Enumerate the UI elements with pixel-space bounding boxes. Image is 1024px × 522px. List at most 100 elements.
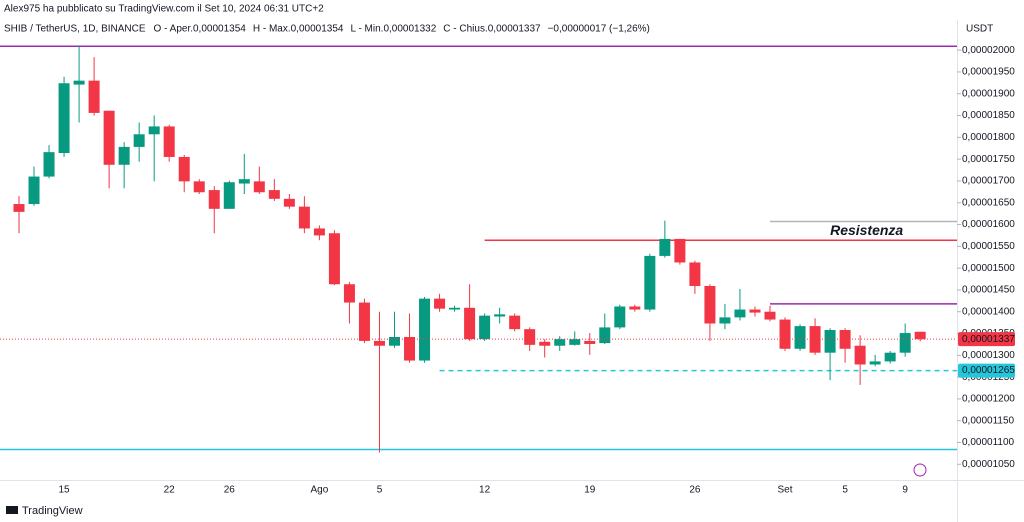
ohlc-value: 0,00001337 — [488, 24, 541, 35]
y-tick-label: 0,00001950 — [962, 67, 1015, 78]
body — [779, 319, 791, 349]
candle — [554, 336, 566, 351]
body — [509, 315, 521, 330]
currency: USDT — [966, 24, 993, 35]
candle — [434, 293, 446, 312]
x-tick-label: 15 — [58, 485, 70, 496]
ohlc-value: 0,00001354 — [193, 24, 246, 35]
body — [373, 340, 385, 346]
body — [223, 182, 235, 209]
body — [479, 315, 491, 340]
candle — [419, 296, 431, 363]
x-tick-label: 22 — [164, 485, 176, 496]
candle — [899, 323, 911, 357]
candle — [674, 238, 686, 265]
candle — [328, 230, 340, 286]
candle — [644, 253, 656, 312]
candle — [779, 317, 791, 351]
body — [358, 302, 370, 341]
body — [629, 306, 641, 310]
body — [118, 146, 130, 165]
candle — [28, 166, 40, 206]
symbol: SHIB / TetherUS, 1D, BINANCE — [4, 24, 146, 35]
body — [434, 298, 446, 309]
flash-icon[interactable] — [913, 463, 927, 477]
body — [839, 330, 851, 349]
y-tick-label: 0,00001200 — [962, 394, 1015, 405]
body — [599, 327, 611, 344]
body — [328, 233, 340, 285]
y-tick-label: 0,00001550 — [962, 241, 1015, 252]
candle — [659, 220, 671, 258]
candle — [719, 303, 731, 330]
y-tick-label: 0,00001150 — [962, 415, 1015, 426]
body — [148, 126, 160, 135]
candle — [103, 110, 115, 189]
body — [809, 326, 821, 353]
y-tick-label: 0,00001300 — [962, 350, 1015, 361]
candle — [854, 335, 866, 385]
candle — [509, 313, 521, 332]
candle — [208, 186, 220, 234]
x-tick-label: 5 — [377, 485, 383, 496]
body — [869, 361, 881, 365]
body — [854, 345, 866, 365]
body — [899, 333, 911, 353]
y-tick-label: 0,00002000 — [962, 45, 1015, 56]
attribution: Alex975 ha pubblicato su TradingView.com… — [4, 4, 324, 15]
logo-mark — [6, 506, 18, 514]
candle — [313, 225, 325, 241]
body — [524, 329, 536, 345]
ohlc-value: 0,00001332 — [383, 24, 436, 35]
candle — [584, 333, 596, 355]
candle — [13, 196, 25, 234]
body — [389, 337, 400, 346]
candle — [449, 305, 461, 312]
x-tick-label: Set — [778, 485, 793, 496]
body — [584, 340, 596, 344]
ohlc-label: L - Min. — [350, 24, 383, 35]
body — [13, 204, 25, 212]
candle — [614, 304, 626, 330]
x-tick-label: 19 — [584, 485, 596, 496]
y-tick-label: 0,00001600 — [962, 219, 1015, 230]
candle — [223, 180, 235, 209]
body — [58, 83, 70, 154]
y-tick-label: 0,00001500 — [962, 263, 1015, 274]
body — [659, 238, 671, 256]
body — [163, 126, 175, 157]
ohlc-label: H - Max. — [253, 24, 291, 35]
candle — [373, 311, 385, 453]
x-tick-label: Ago — [311, 485, 329, 496]
body — [238, 179, 250, 184]
body — [73, 80, 85, 85]
body — [208, 190, 220, 209]
body — [28, 176, 40, 205]
candle — [704, 284, 716, 341]
candle — [343, 282, 355, 324]
body — [764, 311, 776, 320]
body — [283, 198, 295, 207]
candle — [479, 313, 491, 341]
candle — [298, 196, 310, 234]
y-tick-label: 0,00001750 — [962, 154, 1015, 165]
annotation: Resistenza — [830, 222, 903, 238]
body — [419, 298, 431, 361]
candle — [494, 307, 506, 324]
candle — [599, 313, 611, 344]
x-tick-label: 26 — [224, 485, 236, 496]
body — [449, 307, 461, 310]
y-tick-label: 0,00001050 — [962, 459, 1015, 470]
brand: TradingView — [22, 505, 83, 517]
x-tick-label: 26 — [689, 485, 701, 496]
candle — [524, 327, 536, 351]
body — [404, 337, 416, 361]
body — [494, 314, 506, 317]
body — [824, 330, 836, 353]
ohlc-label: C - Chius. — [443, 24, 487, 35]
body — [554, 339, 566, 346]
body — [88, 80, 100, 113]
body — [193, 181, 205, 193]
